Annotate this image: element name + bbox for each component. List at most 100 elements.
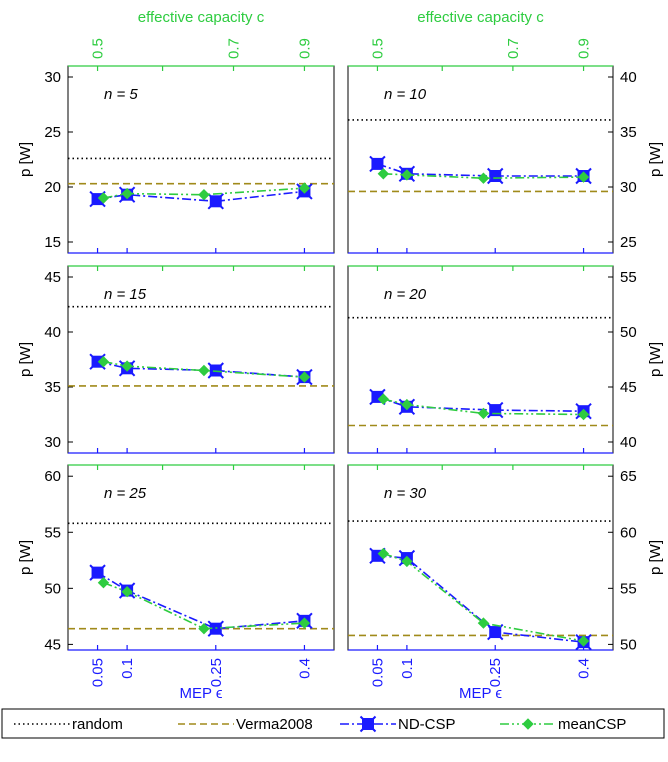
panel-2-y-tick-label: 40	[620, 69, 637, 86]
panel-4-ndcsp-line	[377, 396, 584, 412]
panel-1-y-tick-label: 15	[44, 234, 61, 251]
panel-4-title: n = 20	[384, 286, 427, 303]
legend-marker-meancsp	[522, 718, 534, 730]
panel-6-y-axis-label: p [W]	[647, 540, 664, 575]
panel-2-top-axis-label: effective capacity c	[417, 9, 544, 26]
panel-6-y-tick-label: 55	[620, 580, 637, 597]
panel-2-ndcsp-line	[377, 163, 584, 177]
panel-3-y-axis-label: p [W]	[17, 342, 34, 377]
panel-2-ndcsp-point-cross	[369, 155, 386, 173]
panel-4-meancsp-line	[383, 398, 584, 416]
panel-5-ndcsp-line	[97, 571, 305, 630]
panel-4-y-tick-label: 45	[620, 379, 637, 396]
panel-2-meancsp-point	[577, 171, 590, 183]
panel-4-meancsp-point	[401, 398, 413, 411]
panel-2-top-tick-label: 0.5	[369, 38, 386, 59]
panel-5-y-tick-label: 60	[44, 468, 61, 485]
panel-3-y-tick-label: 35	[44, 379, 61, 396]
panel-3-y-tick-label: 40	[44, 324, 61, 341]
panel-3-meancsp-point	[198, 364, 210, 377]
panel-4-meancsp-point	[577, 408, 590, 421]
panel-3-title: n = 15	[104, 286, 147, 303]
panel-1-ndcsp-line	[97, 190, 305, 203]
panel-1-y-tick-label: 20	[44, 179, 61, 196]
panel-2-title: n = 10	[384, 86, 427, 103]
panel-6-y-tick-label: 50	[620, 636, 637, 653]
panel-3-y-tick-label: 45	[44, 269, 61, 286]
panel-2-meancsp-point	[477, 172, 490, 184]
panel-4-y-tick-label: 40	[620, 434, 637, 451]
panel-5-bottom-tick-label: 0.4	[296, 658, 313, 679]
panel-2-y-tick-label: 25	[620, 234, 637, 251]
panel-5-y-axis-label: p [W]	[17, 540, 34, 575]
panel-5-ndcsp-point-cross	[89, 564, 106, 581]
legend-marker-ndcsp-cross	[359, 715, 377, 733]
panel-5-meancsp-point	[198, 622, 210, 635]
panel-5-title: n = 25	[104, 485, 147, 502]
panel-1-y-tick-label: 25	[44, 124, 61, 141]
panel-3-ndcsp-point-cross	[89, 353, 106, 370]
panel-6-meancsp-point	[477, 617, 490, 629]
panel-4-y-tick-label: 50	[620, 324, 637, 341]
panel-3-meancsp-point	[298, 371, 311, 383]
panel-6-bottom-tick-label: 0.4	[576, 658, 593, 679]
panel-4-y-tick-label: 55	[620, 269, 637, 286]
panel-6-bottom-tick-label: 0.1	[399, 658, 416, 679]
panel-4-meancsp-point	[477, 407, 490, 420]
legend-label-verma: Verma2008	[236, 716, 313, 733]
panel-2-y-tick-label: 35	[620, 124, 637, 141]
panel-5-y-tick-label: 45	[44, 636, 61, 653]
panel-1-ndcsp-point-cross	[207, 193, 224, 210]
panel-3-meancsp-line	[103, 360, 305, 378]
panel-1-meancsp-line	[103, 187, 305, 199]
panel-3-meancsp-point	[121, 360, 133, 372]
panel-5-y-tick-label: 55	[44, 524, 61, 541]
panel-6-ndcsp-line	[377, 555, 584, 643]
panel-6-ndcsp-point-cross	[487, 623, 504, 641]
panel-5-bottom-tick-label: 0.25	[208, 658, 225, 687]
panel-5-bottom-tick-label: 0.1	[119, 658, 136, 679]
panel-6-bottom-axis-label: MEP ϵ	[459, 685, 502, 702]
panel-1-y-tick-label: 30	[44, 69, 61, 86]
panel-6-meancsp-point	[577, 635, 590, 647]
panel-5-meancsp-point	[121, 585, 133, 598]
panel-1-top-tick-label: 0.5	[90, 38, 107, 59]
panel-2-meancsp-line	[383, 173, 584, 180]
panel-6-y-tick-label: 60	[620, 524, 637, 541]
panel-4-ndcsp-point-cross	[487, 401, 504, 419]
legend-box	[1, 708, 665, 739]
panel-4-meancsp-point	[377, 393, 390, 405]
panel-5-meancsp-line	[103, 581, 305, 630]
panel-1-meancsp-point	[97, 192, 110, 204]
panel-5-bottom-axis-label: MEP ϵ	[179, 685, 222, 702]
panel-1-top-axis-label: effective capacity c	[138, 9, 265, 26]
panel-6-bottom-tick-label: 0.25	[487, 658, 504, 687]
panel-1-title: n = 5	[104, 86, 138, 103]
panel-4-y-axis-label: p [W]	[647, 342, 664, 377]
panel-2-meancsp-point	[401, 169, 413, 181]
panel-1-top-tick-label: 0.7	[226, 38, 243, 59]
panel-2-y-axis-label: p [W]	[647, 142, 664, 177]
panel-2-top-tick-label: 0.7	[505, 38, 522, 59]
panel-5-y-tick-label: 50	[44, 580, 61, 597]
panel-6-title: n = 30	[384, 485, 427, 502]
panel-6-bottom-tick-label: 0.05	[369, 658, 386, 687]
panel-5-meancsp-point	[298, 617, 311, 629]
panel-1-y-axis-label: p [W]	[17, 142, 34, 177]
panel-6-meancsp-line	[383, 552, 584, 642]
panel-5-bottom-tick-label: 0.05	[90, 658, 107, 687]
panel-3-y-tick-label: 30	[44, 434, 61, 451]
panel-1-meancsp-point	[298, 182, 311, 194]
panel-6-meancsp-point	[401, 555, 413, 568]
panel-6-y-tick-label: 65	[620, 468, 637, 485]
panel-1-meancsp-point	[198, 188, 210, 201]
panel-2-top-tick-label: 0.9	[576, 38, 593, 59]
panel-2-ndcsp-point-cross	[487, 167, 504, 185]
legend-label-meancsp: meanCSP	[558, 716, 626, 733]
panel-5-meancsp-point	[97, 577, 110, 589]
panel-3-meancsp-point	[97, 355, 110, 368]
legend-label-random: random	[72, 716, 123, 733]
panel-1-top-tick-label: 0.9	[296, 38, 313, 59]
panel-6-meancsp-point	[377, 547, 390, 560]
